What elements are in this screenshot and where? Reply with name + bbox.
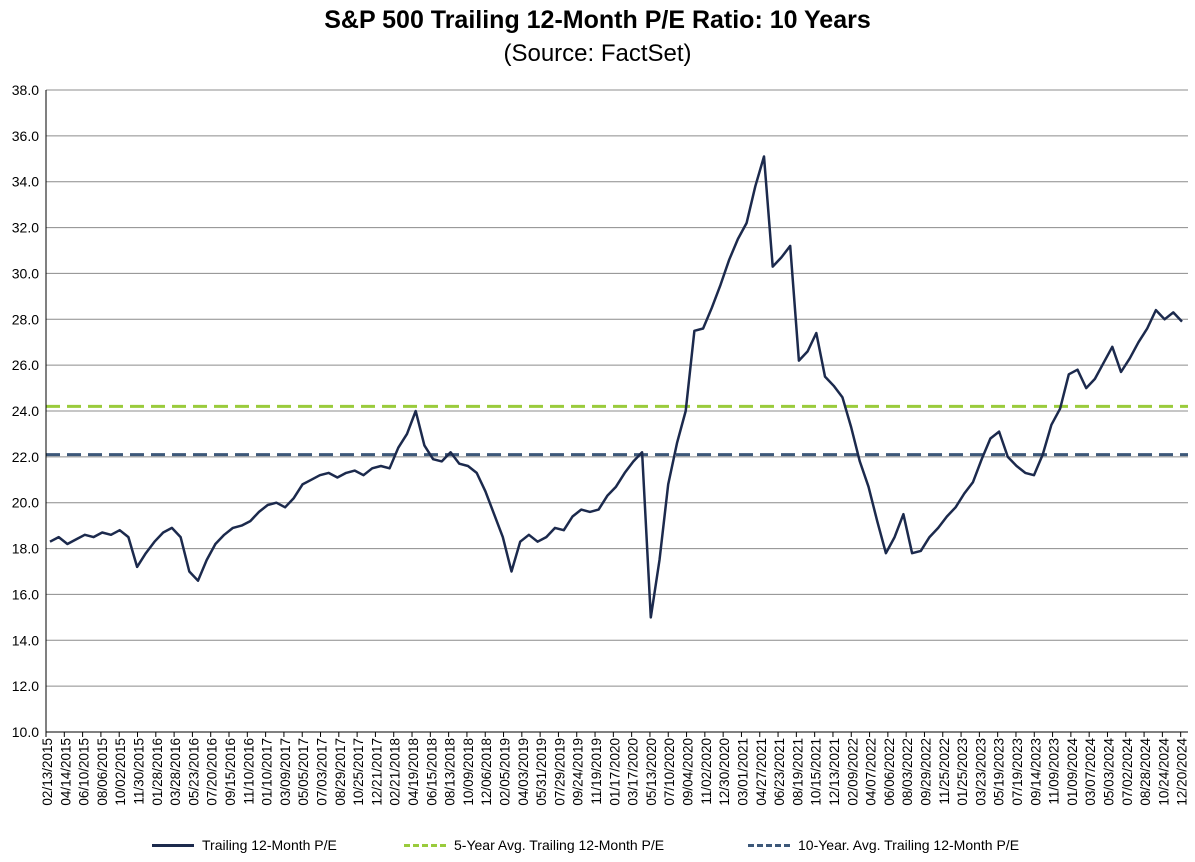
y-tick-label: 30.0 [12,265,39,281]
x-tick-label: 09/04/2020 [681,738,696,806]
x-tick-label: 03/09/2017 [278,738,293,806]
x-tick-label: 01/17/2020 [607,738,622,806]
x-tick-label: 10/09/2018 [461,738,476,806]
x-tick-label: 07/02/2024 [1120,738,1135,806]
x-tick-label: 01/09/2024 [1065,738,1080,806]
x-tick-label: 07/10/2020 [662,738,677,806]
x-tick-label: 11/30/2015 [132,738,147,805]
x-tick-label: 12/21/2017 [369,738,384,806]
x-tick-label: 11/09/2023 [1047,738,1062,805]
x-tick-label: 03/23/2023 [973,738,988,806]
x-tick-label: 08/19/2021 [790,738,805,806]
y-tick-label: 38.0 [12,82,39,98]
x-tick-label: 12/30/2020 [717,738,732,806]
legend-item-10yr-avg: 10-Year. Avg. Trailing 12-Month P/E [748,837,1019,853]
legend-swatch-trailing-pe [152,843,194,847]
x-tick-label: 09/24/2019 [571,738,586,806]
gridlines [46,89,1188,687]
x-tick-label: 11/19/2019 [589,738,604,805]
series-group [49,155,1183,619]
series-line-trailing-pe [49,155,1183,619]
x-tick-label: 05/03/2024 [1101,738,1116,806]
x-tick-label: 03/28/2016 [168,738,183,806]
y-tick-label: 24.0 [12,403,39,419]
x-tick-label: 03/07/2024 [1083,738,1098,806]
x-tick-label: 05/05/2017 [296,738,311,806]
x-tick-label: 02/21/2018 [388,738,403,806]
x-tick-label: 03/01/2021 [735,738,750,806]
x-tick-label: 10/24/2024 [1156,738,1171,806]
legend-label-10yr-avg: 10-Year. Avg. Trailing 12-Month P/E [798,837,1020,853]
y-tick-label: 10.0 [12,724,39,740]
x-tick-label: 07/20/2016 [205,738,220,806]
y-tick-label: 34.0 [12,174,39,190]
x-tick-label: 04/14/2015 [58,738,73,806]
x-tick-label: 04/03/2019 [516,738,531,806]
x-tick-label: 10/25/2017 [351,738,366,806]
x-tick-label: 09/14/2023 [1028,738,1043,806]
x-tick-label: 05/13/2020 [644,738,659,806]
x-tick-label: 02/09/2022 [845,738,860,806]
x-tick-label: 07/03/2017 [315,738,330,806]
x-tick-label: 07/29/2019 [552,738,567,806]
x-tick-label: 06/10/2015 [77,738,92,806]
x-tick-label: 09/15/2016 [223,738,238,806]
x-tick-label: 06/06/2022 [882,738,897,806]
x-tick-label: 05/31/2019 [534,738,549,806]
x-tick-label: 02/05/2019 [498,738,513,806]
x-tick-label: 01/28/2016 [150,738,165,806]
y-tick-label: 20.0 [12,495,39,511]
x-tick-label: 11/02/2020 [699,738,714,805]
y-tick-label: 22.0 [12,449,39,465]
x-tick-label: 05/23/2016 [186,738,201,806]
legend-label-trailing-pe: Trailing 12-Month P/E [202,837,337,853]
axes [45,90,1188,733]
x-tick-label: 01/25/2023 [955,738,970,806]
y-tick-label: 12.0 [12,678,39,694]
legend-label-5yr-avg: 5-Year Avg. Trailing 12-Month P/E [454,837,665,853]
chart-subtitle: (Source: FactSet) [503,40,692,67]
y-tick-label: 26.0 [12,357,39,373]
legend-item-trailing-pe: Trailing 12-Month P/E [152,837,337,853]
legend: Trailing 12-Month P/E 5-Year Avg. Traili… [0,837,1195,857]
y-tick-label: 36.0 [12,128,39,144]
y-tick-label: 32.0 [12,220,39,236]
y-tick-label: 14.0 [12,632,39,648]
y-tick-label: 18.0 [12,541,39,557]
x-tick-label: 04/27/2021 [754,738,769,806]
x-tick-label: 12/20/2024 [1175,738,1190,806]
x-tick-label: 05/19/2023 [992,738,1007,806]
legend-item-5yr-avg: 5-Year Avg. Trailing 12-Month P/E [404,837,664,853]
x-tick-label: 02/13/2015 [40,738,55,806]
x-tick-label: 03/17/2020 [626,738,641,806]
y-tick-label: 16.0 [12,586,39,602]
x-tick-label: 08/03/2022 [900,738,915,806]
x-tick-label: 01/10/2017 [260,738,275,806]
x-tick-label: 12/06/2018 [479,738,494,806]
x-tick-label: 08/29/2017 [333,738,348,806]
x-tick-label: 07/19/2023 [1010,738,1025,806]
chart-title: S&P 500 Trailing 12-Month P/E Ratio: 10 … [324,6,871,34]
x-tick-label: 08/28/2024 [1138,738,1153,806]
x-tick-label: 12/13/2021 [827,738,842,806]
x-tick-label: 11/10/2016 [241,738,256,805]
x-tick-label: 09/29/2022 [918,738,933,806]
x-tick-label: 10/15/2021 [809,738,824,806]
legend-swatch-5yr-avg [404,843,446,847]
x-tick-label: 06/15/2018 [424,738,439,806]
x-tick-label: 08/06/2015 [95,738,110,806]
x-tick-label: 06/23/2021 [772,738,787,806]
x-tick-label: 04/07/2022 [864,738,879,806]
average-lines [46,404,1188,457]
x-tick-label: 08/13/2018 [443,738,458,806]
x-tick-label: 04/19/2018 [406,738,421,806]
x-tick-label: 11/25/2022 [937,738,952,805]
y-axis-ticks: 10.0 12.0 14.0 16.0 18.0 20.0 22.0 24.0 26.0 28.0… [12,82,39,740]
y-tick-label: 28.0 [12,311,39,327]
x-axis-ticks: 02/13/2015 04/14/2015 06/10/2015 08/06/2015… [40,732,1190,806]
x-tick-label: 10/02/2015 [113,738,128,806]
legend-swatch-10yr-avg [748,843,790,847]
